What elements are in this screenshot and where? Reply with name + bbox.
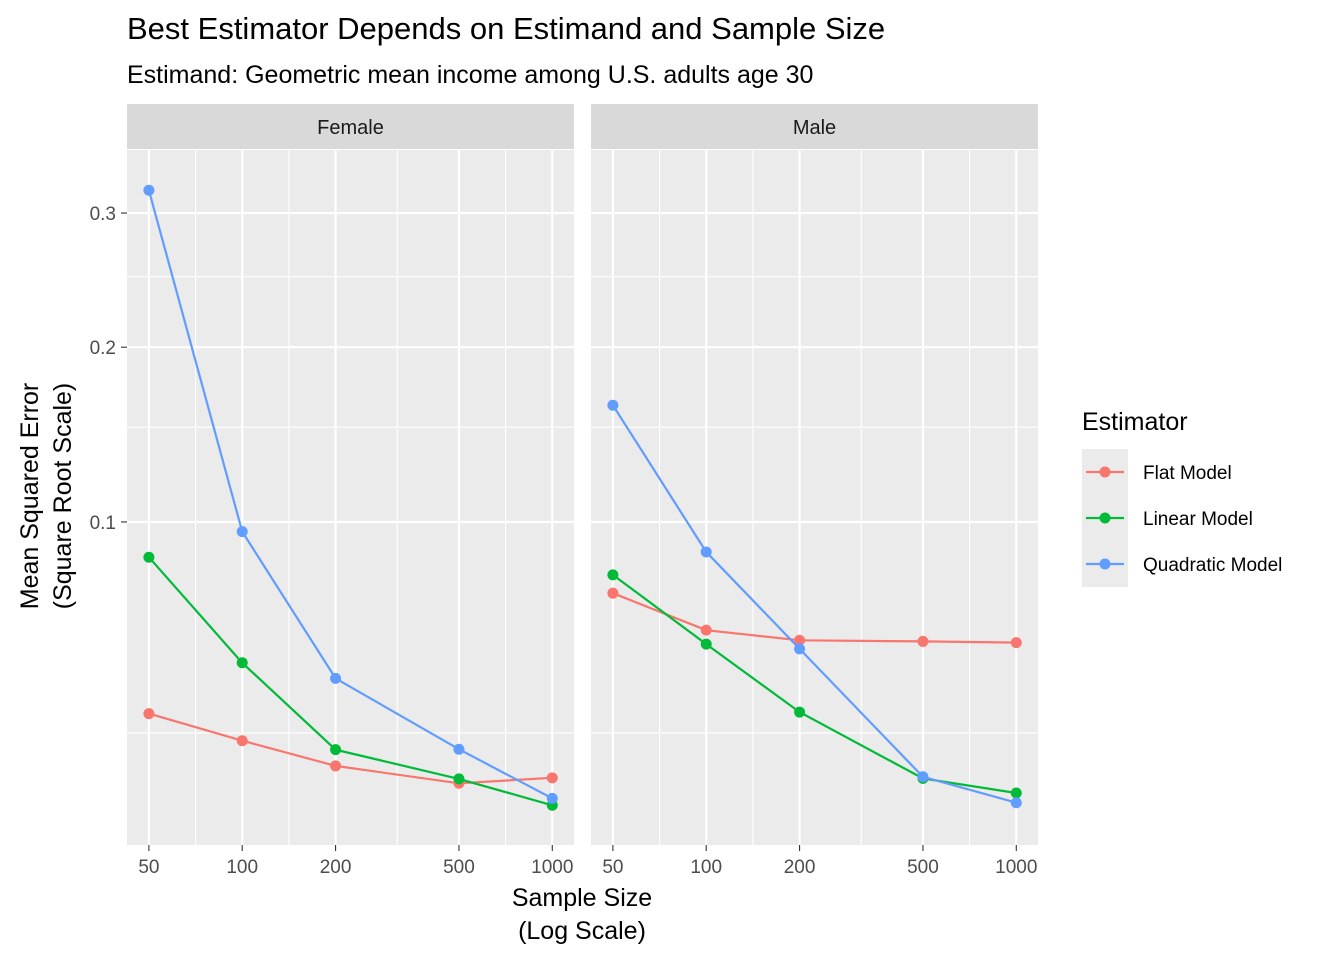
data-point-linear-model <box>794 706 806 718</box>
data-point-quadratic-model <box>453 743 465 755</box>
data-point-quadratic-model <box>143 184 155 196</box>
data-point-quadratic-model <box>236 526 248 538</box>
x-tick-label: 100 <box>690 857 722 878</box>
legend-item-flat-model: Flat Model <box>1082 449 1232 495</box>
x-axis: 50 100 200 500 1000 50 100 200 500 1000 <box>138 845 1037 878</box>
x-tick-label: 200 <box>784 857 816 878</box>
data-point-flat-model <box>794 634 806 646</box>
x-tick-label: 1000 <box>531 857 573 878</box>
legend-item-quadratic-model: Quadratic Model <box>1082 541 1282 587</box>
data-point-linear-model <box>453 773 465 785</box>
data-point-flat-model <box>917 635 929 647</box>
legend-title: Estimator <box>1082 408 1188 436</box>
y-tick-label: 0.1 <box>90 513 116 534</box>
x-tick-label: 500 <box>907 857 939 878</box>
data-point-quadratic-model <box>917 771 929 783</box>
data-point-linear-model <box>607 569 619 581</box>
y-tick-label: 0.2 <box>90 338 116 359</box>
data-point-linear-model <box>236 657 248 669</box>
data-point-flat-model <box>143 708 155 720</box>
data-point-quadratic-model <box>607 399 619 411</box>
legend: Estimator Flat Model Linear Model Quadrati… <box>1082 408 1282 587</box>
chart-subtitle: Estimand: Geometric mean income among U.… <box>127 61 813 89</box>
chart-title: Best Estimator Depends on Estimand and S… <box>127 11 885 46</box>
data-point-quadratic-model <box>546 792 558 804</box>
y-axis-title-line-1: Mean Squared Error <box>16 383 44 610</box>
legend-label-quadratic-model: Quadratic Model <box>1143 555 1282 576</box>
panel-male: Male <box>591 104 1038 845</box>
data-point-flat-model <box>330 760 342 772</box>
x-tick-label: 50 <box>138 857 159 878</box>
data-point-flat-model <box>700 624 712 636</box>
panel-background <box>127 150 574 845</box>
legend-key-point <box>1099 512 1111 524</box>
strip-female <box>127 104 574 149</box>
x-tick-label: 100 <box>226 857 258 878</box>
x-tick-label: 500 <box>443 857 475 878</box>
data-point-quadratic-model <box>700 546 712 558</box>
legend-item-linear-model: Linear Model <box>1082 495 1253 541</box>
data-point-flat-model <box>1010 637 1022 649</box>
x-axis-title-line-1: Sample Size <box>512 884 652 912</box>
x-tick-label: 50 <box>602 857 623 878</box>
data-point-flat-model <box>607 587 619 599</box>
data-point-linear-model <box>330 744 342 756</box>
x-tick-label: 200 <box>320 857 352 878</box>
legend-key-point <box>1099 558 1111 570</box>
strip-male <box>591 104 1038 149</box>
data-point-quadratic-model <box>330 672 342 684</box>
panels: Female Male <box>127 104 1038 845</box>
panel-background <box>591 150 1038 845</box>
data-point-flat-model <box>236 735 248 747</box>
strip-label-female: Female <box>317 117 384 139</box>
data-point-linear-model <box>143 551 155 563</box>
y-tick-label: 0.3 <box>90 204 116 225</box>
legend-label-flat-model: Flat Model <box>1143 463 1232 484</box>
strip-label-male: Male <box>793 117 836 139</box>
data-point-linear-model <box>700 638 712 650</box>
legend-key-point <box>1099 466 1111 478</box>
data-point-quadratic-model <box>794 643 806 655</box>
y-axis: 0.1 0.2 0.3 <box>90 204 127 534</box>
data-point-flat-model <box>546 772 558 784</box>
data-point-linear-model <box>1010 787 1022 799</box>
panel-female: Female <box>127 104 574 845</box>
data-point-quadratic-model <box>1010 797 1022 809</box>
x-tick-label: 1000 <box>995 857 1037 878</box>
legend-label-linear-model: Linear Model <box>1143 509 1253 530</box>
legend-keys: Flat Model Linear Model Quadratic Model <box>1082 449 1282 587</box>
y-axis-title-line-2: (Square Root Scale) <box>49 383 77 610</box>
x-axis-title-line-2: (Log Scale) <box>518 917 646 945</box>
